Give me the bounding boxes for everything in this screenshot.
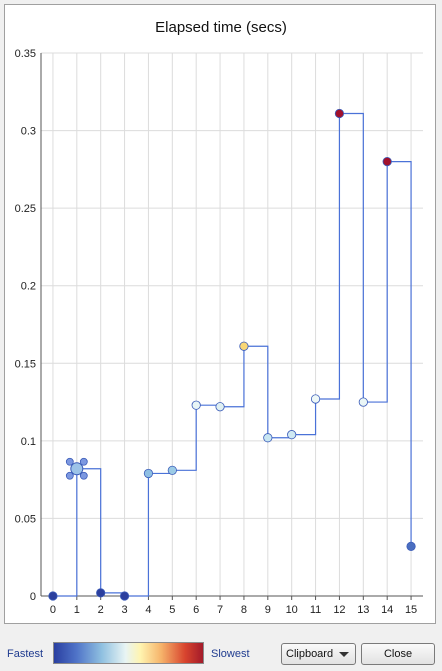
selection-handle — [65, 471, 74, 480]
speed-gradient-legend — [53, 642, 204, 664]
x-tick-label: 9 — [265, 604, 271, 616]
data-point — [334, 108, 345, 119]
x-tick-label: 4 — [145, 604, 151, 616]
x-tick-label: 15 — [405, 604, 417, 616]
data-point-selected — [70, 462, 84, 476]
data-point — [358, 397, 368, 407]
chevron-down-icon — [339, 651, 349, 657]
x-tick-label: 1 — [74, 604, 80, 616]
y-tick-label: 0.3 — [21, 126, 36, 138]
x-tick-label: 10 — [286, 604, 298, 616]
selection-handle — [79, 471, 88, 480]
slowest-label: Slowest — [211, 648, 250, 660]
x-tick-label: 8 — [241, 604, 247, 616]
x-tick-label: 14 — [381, 604, 393, 616]
data-point — [239, 341, 249, 351]
selection-handle — [79, 457, 88, 466]
y-tick-label: 0.2 — [21, 281, 36, 293]
data-point — [191, 400, 201, 410]
data-point — [382, 157, 392, 167]
y-tick-label: 0.1 — [21, 436, 36, 448]
x-tick-label: 2 — [98, 604, 104, 616]
x-tick-label: 7 — [217, 604, 223, 616]
data-point — [310, 394, 321, 404]
x-tick-label: 13 — [357, 604, 369, 616]
x-tick-label: 11 — [310, 604, 321, 616]
data-point — [119, 591, 130, 601]
series-step-line — [52, 112, 412, 597]
close-button[interactable]: Close — [361, 643, 435, 665]
data-point — [287, 430, 297, 440]
data-point — [143, 468, 154, 479]
fastest-label: Fastest — [7, 648, 44, 660]
data-point — [167, 465, 177, 475]
x-tick-label: 6 — [193, 604, 199, 616]
chart-title: Elapsed time (secs) — [155, 19, 287, 36]
x-tick-label: 12 — [333, 604, 345, 616]
x-tick-label: 0 — [50, 604, 56, 616]
clipboard-dropdown-button[interactable]: Clipboard — [281, 643, 356, 665]
data-point — [263, 433, 273, 443]
y-tick-label: 0 — [30, 591, 36, 603]
y-tick-label: 0.25 — [15, 203, 36, 215]
data-point — [406, 541, 416, 551]
clipboard-button-label: Clipboard — [286, 648, 334, 660]
y-tick-label: 0.05 — [15, 513, 36, 525]
data-point — [215, 402, 225, 412]
y-tick-label: 0.15 — [15, 358, 36, 370]
data-point — [96, 588, 106, 598]
x-tick-label: 5 — [169, 604, 175, 616]
y-tick-label: 0.35 — [15, 48, 36, 60]
selection-handle — [65, 457, 74, 466]
x-tick-label: 3 — [122, 604, 128, 616]
data-point — [48, 591, 58, 601]
